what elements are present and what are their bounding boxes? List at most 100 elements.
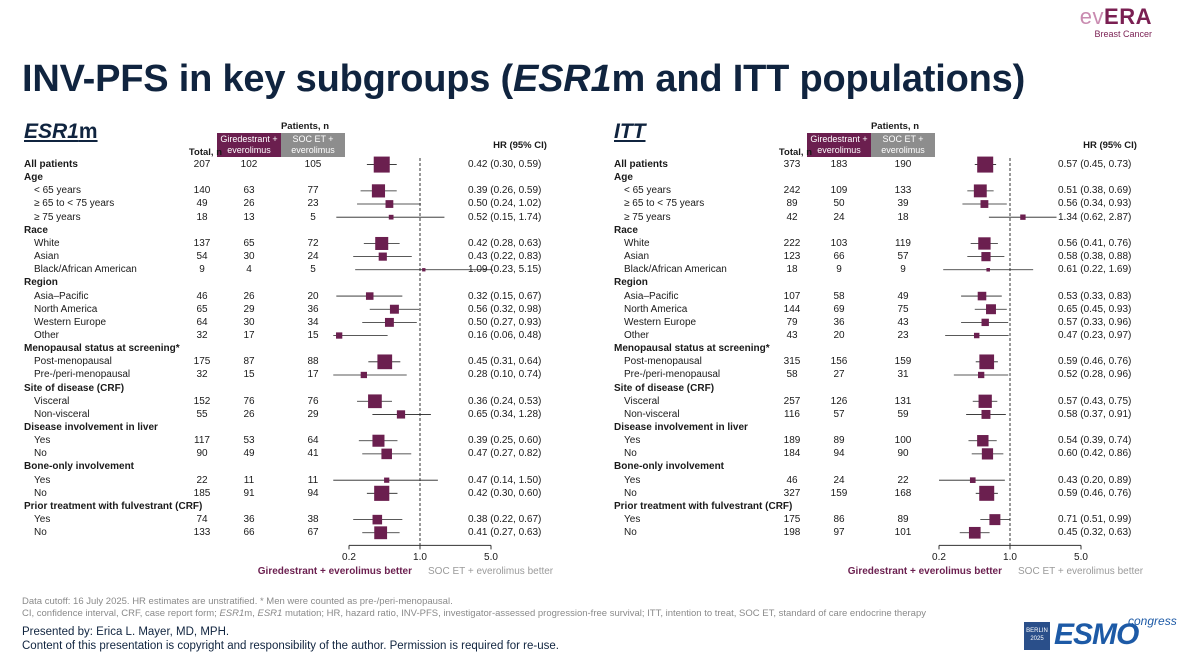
subgroup-row: Black/African American 18 9 9 0.61 (0.22, 1.… (610, 263, 1200, 276)
row-label: White (624, 237, 650, 249)
row-gire-n: 24 (833, 211, 845, 223)
row-soc-n: 5 (310, 211, 316, 223)
row-label: Asian (624, 251, 650, 263)
row-label: Race (24, 224, 48, 236)
row-label: Yes (624, 435, 641, 447)
row-gire-n: 91 (243, 487, 255, 499)
subgroup-header: Age (20, 171, 610, 184)
row-soc-n: 23 (307, 198, 319, 210)
subgroup-row: Yes 175 86 89 0.71 (0.51, 0.99) (610, 513, 1200, 526)
row-total: 189 (783, 435, 801, 447)
hr-point (384, 477, 390, 483)
subgroup-row: No 198 97 101 0.45 (0.32, 0.63) (610, 526, 1200, 539)
hr-point (368, 394, 382, 409)
row-total: 175 (193, 356, 211, 368)
subgroup-row: Western Europe 64 30 34 0.50 (0.27, 0.93) (20, 316, 610, 329)
hr-point (986, 304, 996, 315)
row-label: < 65 years (34, 185, 81, 197)
row-total: 144 (783, 303, 801, 315)
subgroup-header: Age (610, 171, 1200, 184)
row-total: 198 (783, 527, 801, 539)
row-gire-n: 109 (830, 185, 848, 197)
row-label: North America (34, 303, 98, 315)
row-gire-n: 97 (833, 527, 845, 539)
x-tick-label: 1.0 (1003, 552, 1017, 564)
row-hr-text: 0.47 (0.27, 0.82) (468, 448, 542, 460)
row-soc-n: 49 (897, 290, 909, 302)
hr-point (360, 371, 367, 379)
row-total: 315 (783, 356, 801, 368)
row-soc-n: 38 (307, 514, 319, 526)
row-total: 58 (786, 369, 798, 381)
giredestrant-better-label: Giredestrant + everolimus better (847, 566, 1002, 578)
row-soc-n: 9 (900, 264, 906, 276)
hr-header: HR (95% CI) (493, 140, 547, 151)
row-total: 327 (783, 487, 801, 499)
hr-point (981, 252, 991, 262)
subgroup-header: Region (20, 276, 610, 289)
hr-point (373, 156, 390, 173)
row-gire-n: 94 (833, 448, 845, 460)
row-label: No (34, 448, 47, 460)
row-soc-n: 100 (894, 435, 912, 447)
row-total: 46 (786, 474, 798, 486)
row-hr-text: 0.38 (0.22, 0.67) (468, 514, 542, 526)
row-hr-text: 0.59 (0.46, 0.76) (1058, 356, 1132, 368)
row-soc-n: 119 (895, 237, 911, 249)
row-label: Age (24, 172, 43, 184)
copyright-line: Content of this presentation is copyrigh… (22, 640, 559, 652)
row-gire-n: 89 (833, 435, 845, 447)
row-label: Prior treatment with fulvestrant (CRF) (24, 500, 203, 512)
subgroup-row: Yes 117 53 64 0.39 (0.25, 0.60) (20, 434, 610, 447)
row-label: Disease involvement in liver (614, 422, 748, 433)
row-total: 32 (196, 369, 208, 381)
row-label: Western Europe (34, 316, 107, 328)
row-total: 32 (196, 329, 208, 341)
row-hr-text: 0.65 (0.34, 1.28) (468, 408, 542, 420)
giredestrant-chip: Giredestrant + everolimus (217, 133, 281, 157)
subgroup-row: White 222 103 119 0.56 (0.41, 0.76) (610, 237, 1200, 250)
row-soc-n: 168 (894, 487, 912, 499)
row-label: Bone-only involvement (614, 461, 725, 473)
row-total: 242 (783, 185, 801, 197)
subgroup-row: Non-visceral 55 26 29 0.65 (0.34, 1.28) (20, 408, 610, 421)
row-gire-n: 17 (243, 329, 255, 341)
row-hr-text: 0.39 (0.25, 0.60) (468, 435, 542, 447)
row-hr-text: 0.53 (0.33, 0.83) (1058, 290, 1132, 302)
row-gire-n: 4 (246, 264, 252, 276)
panel-title-main: ITT (614, 120, 646, 143)
row-total: 222 (783, 237, 801, 249)
hr-point (977, 291, 987, 301)
row-label: Region (24, 277, 58, 289)
row-label: No (34, 487, 47, 499)
row-hr-text: 0.56 (0.34, 0.93) (1058, 198, 1132, 210)
row-total: 123 (783, 251, 801, 263)
evera-logo: evERA Breast Cancer (1079, 4, 1152, 40)
soc-chip: SOC ET + everolimus (871, 133, 935, 157)
row-label: All patients (614, 159, 668, 170)
hr-point (372, 434, 385, 447)
presenter-line: Presented by: Erica L. Mayer, MD, MPH. (22, 626, 230, 638)
row-soc-n: 190 (894, 159, 912, 170)
hr-point (973, 184, 987, 198)
hr-point (973, 332, 980, 339)
row-total: 65 (196, 303, 208, 315)
logo-prefix: ev (1079, 4, 1105, 29)
subgroup-row: North America 65 29 36 0.56 (0.32, 0.98) (20, 303, 610, 316)
row-total: 18 (786, 264, 798, 276)
subgroup-row: No 184 94 90 0.60 (0.42, 0.86) (610, 447, 1200, 460)
row-hr-text: 0.41 (0.27, 0.63) (468, 527, 542, 539)
row-soc-n: 31 (897, 369, 909, 381)
subgroup-row: ≥ 75 years 42 24 18 1.34 (0.62, 2.87) (610, 211, 1200, 224)
row-soc-n: 159 (894, 356, 912, 368)
row-label: North America (624, 303, 688, 315)
row-hr-text: 0.71 (0.51, 0.99) (1058, 514, 1132, 526)
hr-point (981, 318, 989, 327)
row-label: Race (614, 224, 638, 236)
row-label: Prior treatment with fulvestrant (CRF) (614, 500, 793, 512)
subgroup-row: Yes 74 36 38 0.38 (0.22, 0.67) (20, 513, 610, 526)
subgroup-row: Asia–Pacific 46 26 20 0.32 (0.15, 0.67) (20, 290, 610, 303)
row-label: < 65 years (624, 185, 671, 197)
subgroup-row: Black/African American 9 4 5 1.09 (0.23, 5.1… (20, 263, 610, 276)
esmo-congress-word: congress (1128, 614, 1177, 628)
